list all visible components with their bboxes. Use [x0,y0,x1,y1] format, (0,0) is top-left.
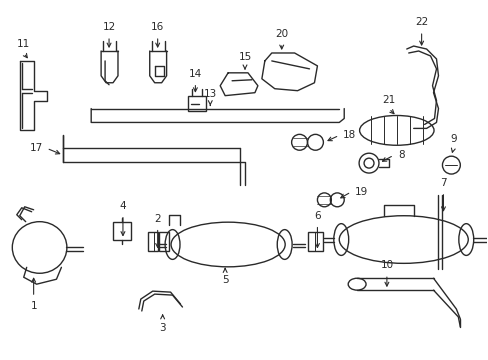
Bar [147,231,157,251]
Text: 20: 20 [275,29,288,39]
Text: 7: 7 [439,178,446,188]
Text: 9: 9 [449,134,456,144]
Text: 6: 6 [313,211,320,221]
Text: 15: 15 [238,52,251,62]
Text: 21: 21 [382,95,395,105]
Text: 12: 12 [102,22,116,32]
Text: 3: 3 [159,323,165,333]
Text: 10: 10 [380,260,393,270]
Text: 19: 19 [354,187,367,197]
Text: 2: 2 [154,214,161,224]
Text: 17: 17 [29,143,42,153]
Text: 11: 11 [17,39,30,49]
Text: 8: 8 [397,150,404,160]
Text: 1: 1 [30,301,37,311]
Text: 14: 14 [188,69,202,79]
Text: 16: 16 [151,22,164,32]
Bar [307,231,323,251]
Bar [113,222,131,239]
Text: 13: 13 [203,89,217,99]
Text: 5: 5 [222,275,228,285]
Text: 22: 22 [414,17,427,27]
Text: 18: 18 [343,130,356,140]
Bar [158,231,168,251]
Bar [188,96,206,111]
Text: 4: 4 [120,201,126,211]
